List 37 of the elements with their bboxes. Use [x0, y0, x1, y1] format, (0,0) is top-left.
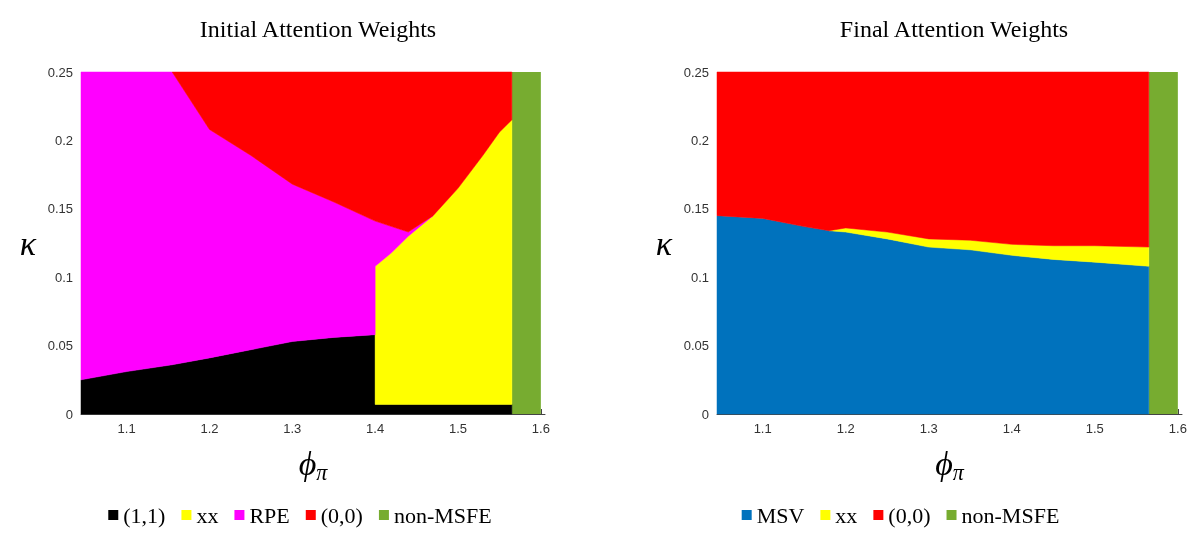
x-tick-label: 1.4 [1002, 421, 1021, 436]
x-tick-label: 1.1 [117, 421, 136, 436]
x-tick-label: 1.3 [919, 421, 938, 436]
y-tick-label: 0.15 [683, 201, 709, 217]
x-tick-label: 1.4 [366, 421, 385, 436]
x-tick-label: 1.2 [200, 421, 219, 436]
legend-label: non-MSFE [393, 502, 492, 528]
chart-title: Final Attention Weights [839, 16, 1069, 42]
legend-label: xx [835, 502, 858, 528]
y-tick-label: 0.15 [47, 201, 73, 217]
y-tick-label: 0.1 [54, 269, 73, 285]
y-tick-label: 0.05 [683, 338, 709, 354]
legend-label: MSV [756, 502, 805, 528]
y-tick-label: 0.1 [690, 269, 709, 285]
x-tick-label: 1.6 [531, 421, 550, 436]
legend-label: xx [196, 502, 219, 528]
y-tick-label: 0.25 [47, 64, 73, 80]
x-tick-label: 1.3 [283, 421, 302, 436]
x-tick-label: 1.5 [448, 421, 468, 436]
y-tick-label: 0 [65, 406, 73, 422]
chart-title: Initial Attention Weights [199, 16, 437, 42]
x-tick-label: 1.1 [753, 421, 772, 436]
y-axis-title: κ [19, 224, 37, 262]
legend-label: (0,0) [320, 502, 363, 528]
y-tick-label: 0.05 [47, 338, 73, 354]
y-tick-label: 0.2 [690, 132, 709, 148]
x-tick-label: 1.6 [1168, 421, 1187, 436]
y-axis-title: κ [655, 224, 673, 262]
y-tick-label: 0.2 [54, 132, 73, 148]
legend-label: RPE [249, 502, 290, 528]
x-tick-label: 1.2 [836, 421, 855, 436]
legend-label: (0,0) [888, 502, 931, 528]
y-tick-label: 0 [701, 406, 709, 422]
x-tick-label: 1.5 [1085, 421, 1104, 436]
legend-label: non-MSFE [961, 502, 1060, 528]
legend-label: (1,1) [123, 502, 166, 528]
y-tick-label: 0.25 [683, 64, 709, 80]
